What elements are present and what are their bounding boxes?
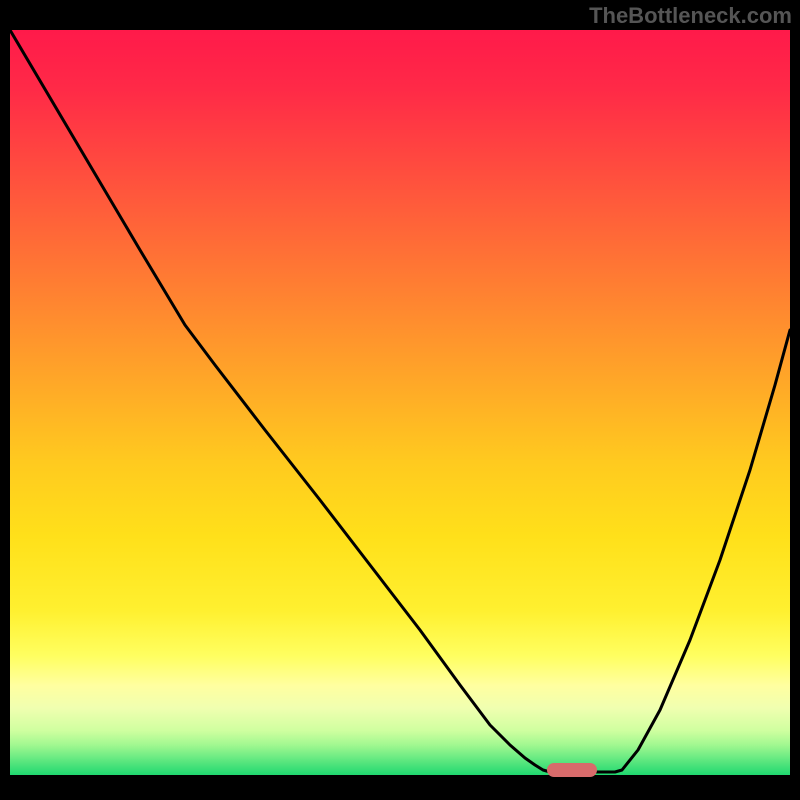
bottleneck-curve [10, 30, 790, 775]
plot-area [10, 30, 790, 775]
optimal-marker [547, 763, 597, 777]
watermark-text: TheBottleneck.com [589, 3, 792, 29]
